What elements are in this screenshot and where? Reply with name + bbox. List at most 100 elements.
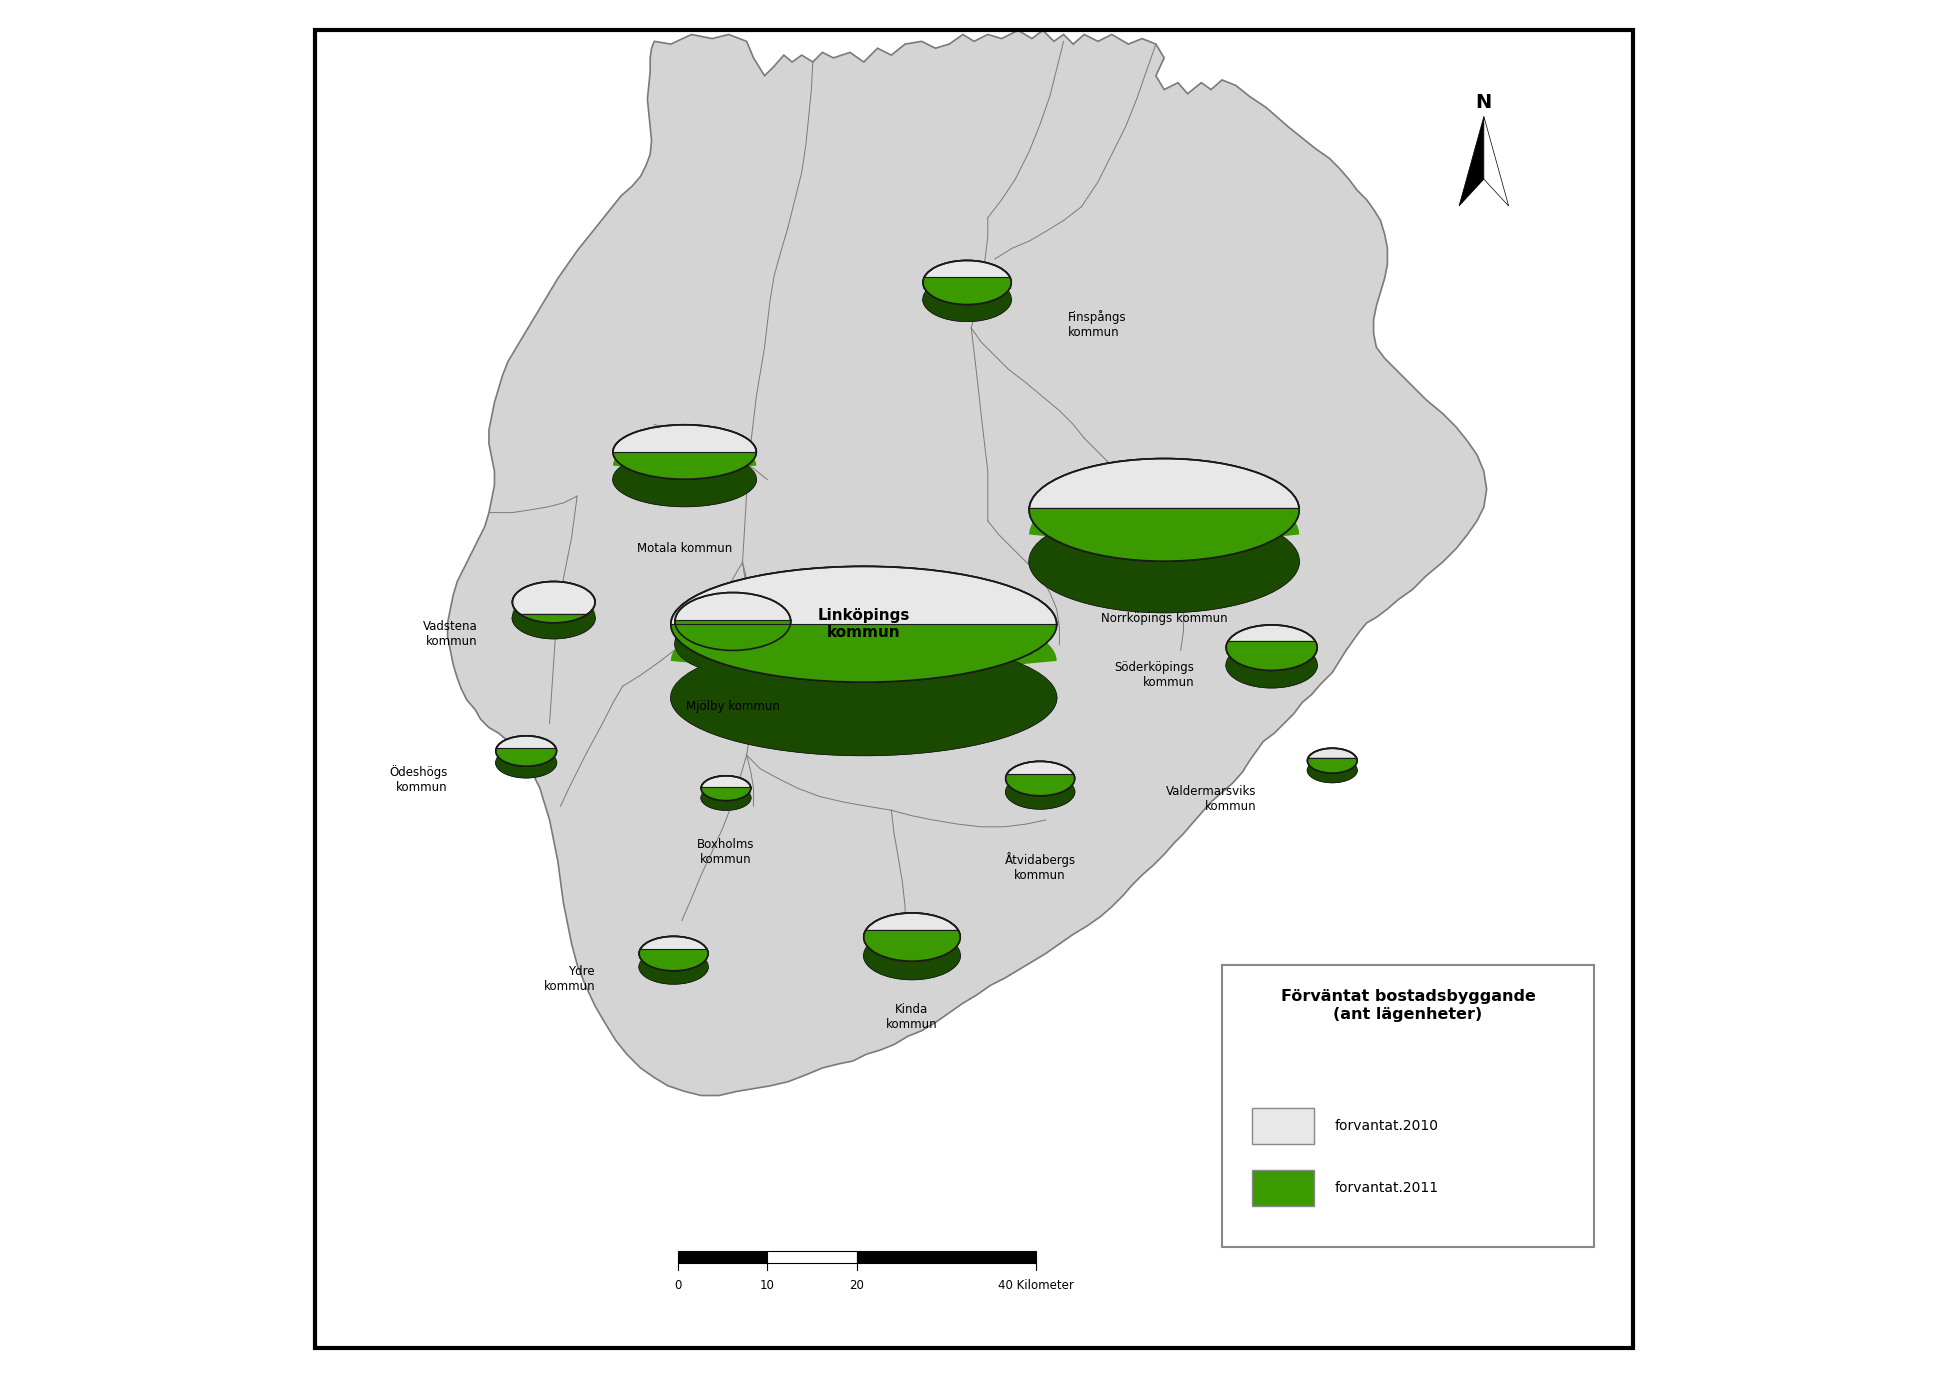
Ellipse shape bbox=[1225, 626, 1317, 671]
Text: Mjölby kommun: Mjölby kommun bbox=[686, 700, 779, 712]
Text: 40 Kilometer: 40 Kilometer bbox=[997, 1279, 1073, 1293]
Ellipse shape bbox=[1307, 748, 1358, 773]
Polygon shape bbox=[701, 787, 750, 801]
Ellipse shape bbox=[923, 277, 1011, 321]
Polygon shape bbox=[1225, 631, 1317, 688]
Text: 10: 10 bbox=[760, 1279, 775, 1293]
Polygon shape bbox=[639, 941, 707, 984]
Polygon shape bbox=[1029, 508, 1299, 561]
Ellipse shape bbox=[701, 785, 750, 810]
Ellipse shape bbox=[1029, 510, 1299, 612]
Polygon shape bbox=[497, 740, 557, 777]
Polygon shape bbox=[923, 277, 1011, 305]
Ellipse shape bbox=[1029, 459, 1299, 561]
Text: Vadstena
kommun: Vadstena kommun bbox=[423, 620, 477, 648]
Polygon shape bbox=[674, 604, 791, 672]
Polygon shape bbox=[863, 919, 960, 980]
Text: Valdermarsviks
kommun: Valdermarsviks kommun bbox=[1167, 785, 1256, 813]
Ellipse shape bbox=[614, 452, 756, 507]
Polygon shape bbox=[512, 594, 594, 638]
Bar bbox=[857, 1251, 1036, 1262]
Text: forvantat.2010: forvantat.2010 bbox=[1334, 1119, 1440, 1133]
FancyBboxPatch shape bbox=[1221, 965, 1593, 1247]
Ellipse shape bbox=[1005, 774, 1075, 809]
Text: Finspångs
kommun: Finspångs kommun bbox=[1068, 310, 1126, 339]
Polygon shape bbox=[863, 914, 960, 980]
Ellipse shape bbox=[497, 747, 557, 777]
Polygon shape bbox=[614, 424, 756, 507]
Text: Åtvidabergs
kommun: Åtvidabergs kommun bbox=[1005, 852, 1075, 882]
Text: Ödeshögs
kommun: Ödeshögs kommun bbox=[390, 765, 448, 794]
Polygon shape bbox=[923, 267, 1011, 321]
Ellipse shape bbox=[863, 932, 960, 980]
Text: Linköpings
kommun: Linköpings kommun bbox=[818, 608, 910, 641]
Polygon shape bbox=[923, 260, 1011, 321]
Ellipse shape bbox=[512, 597, 594, 638]
Polygon shape bbox=[674, 620, 791, 650]
Polygon shape bbox=[1225, 641, 1317, 670]
Polygon shape bbox=[639, 949, 707, 970]
Ellipse shape bbox=[674, 615, 791, 672]
Polygon shape bbox=[497, 748, 557, 766]
Ellipse shape bbox=[1005, 761, 1075, 796]
Polygon shape bbox=[1005, 774, 1075, 795]
Polygon shape bbox=[863, 930, 960, 960]
Polygon shape bbox=[1029, 484, 1299, 612]
Polygon shape bbox=[448, 30, 1486, 1096]
Polygon shape bbox=[614, 438, 756, 507]
Polygon shape bbox=[639, 937, 707, 984]
Polygon shape bbox=[1307, 758, 1358, 773]
Polygon shape bbox=[520, 613, 588, 623]
Polygon shape bbox=[670, 604, 1056, 755]
Text: Norrköpings kommun: Norrköpings kommun bbox=[1101, 612, 1227, 624]
Ellipse shape bbox=[639, 949, 707, 984]
Ellipse shape bbox=[614, 452, 756, 507]
Text: 0: 0 bbox=[674, 1279, 682, 1293]
Polygon shape bbox=[1029, 459, 1299, 612]
Ellipse shape bbox=[701, 785, 750, 810]
Ellipse shape bbox=[670, 566, 1056, 682]
Text: Ydre
kommun: Ydre kommun bbox=[543, 965, 594, 992]
Ellipse shape bbox=[670, 639, 1056, 755]
Polygon shape bbox=[1307, 748, 1358, 783]
Polygon shape bbox=[1459, 117, 1484, 207]
Bar bbox=[678, 1251, 768, 1262]
Polygon shape bbox=[701, 780, 750, 810]
Polygon shape bbox=[1307, 752, 1358, 783]
Text: 20: 20 bbox=[849, 1279, 865, 1293]
Ellipse shape bbox=[923, 260, 1011, 305]
Ellipse shape bbox=[923, 277, 1011, 321]
Polygon shape bbox=[1484, 117, 1508, 207]
Ellipse shape bbox=[497, 736, 557, 766]
Text: Förväntat bostadsbyggande
(ant lägenheter): Förväntat bostadsbyggande (ant lägenhete… bbox=[1280, 989, 1535, 1022]
Ellipse shape bbox=[863, 914, 960, 962]
Polygon shape bbox=[614, 452, 756, 480]
Polygon shape bbox=[497, 736, 557, 777]
Polygon shape bbox=[670, 624, 1056, 682]
Polygon shape bbox=[670, 566, 1056, 755]
Ellipse shape bbox=[701, 776, 750, 801]
Ellipse shape bbox=[512, 597, 594, 638]
Ellipse shape bbox=[1225, 642, 1317, 688]
Text: Söderköpings
kommun: Söderköpings kommun bbox=[1114, 661, 1194, 689]
Bar bbox=[1253, 1170, 1315, 1206]
Ellipse shape bbox=[863, 932, 960, 980]
Ellipse shape bbox=[1307, 758, 1358, 783]
Polygon shape bbox=[701, 776, 750, 810]
Ellipse shape bbox=[1005, 774, 1075, 809]
Polygon shape bbox=[1005, 766, 1075, 809]
Ellipse shape bbox=[497, 747, 557, 777]
Text: N: N bbox=[1477, 92, 1492, 112]
Polygon shape bbox=[674, 593, 791, 672]
Ellipse shape bbox=[1029, 510, 1299, 612]
Bar bbox=[1253, 1108, 1315, 1144]
Polygon shape bbox=[1005, 762, 1075, 809]
Polygon shape bbox=[512, 582, 594, 638]
Ellipse shape bbox=[1307, 758, 1358, 783]
Text: Motala kommun: Motala kommun bbox=[637, 542, 732, 554]
Ellipse shape bbox=[614, 424, 756, 480]
Text: Kinda
kommun: Kinda kommun bbox=[886, 1003, 937, 1031]
Ellipse shape bbox=[639, 937, 707, 971]
Ellipse shape bbox=[639, 949, 707, 984]
Text: Boxholms
kommun: Boxholms kommun bbox=[697, 838, 754, 865]
